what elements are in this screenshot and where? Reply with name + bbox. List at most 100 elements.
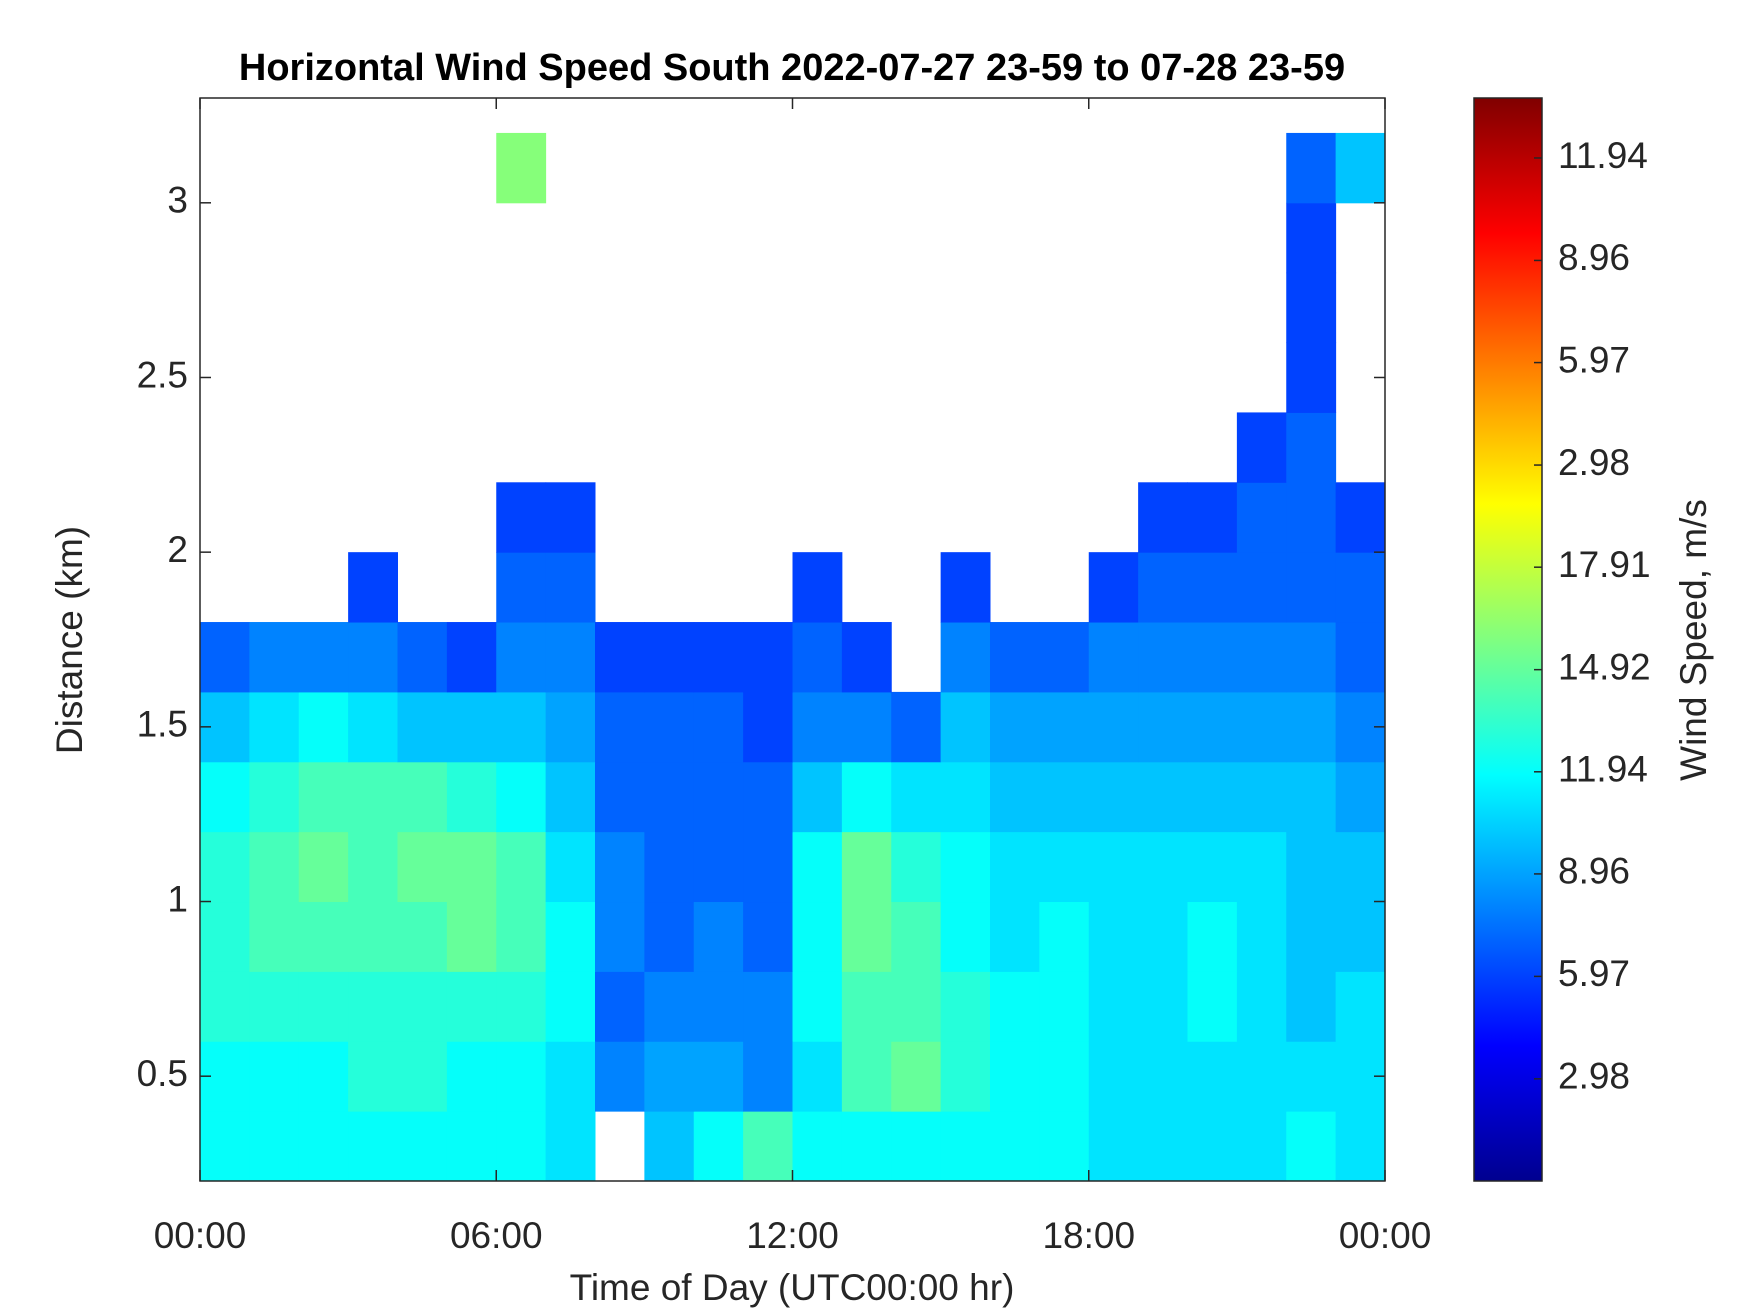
heatmap-cell — [644, 761, 695, 833]
heatmap-cell — [545, 1041, 596, 1112]
heatmap-cell — [940, 1041, 991, 1112]
heatmap-cell — [595, 691, 645, 763]
heatmap-cell — [1088, 1041, 1139, 1112]
heatmap-cell — [940, 831, 991, 903]
y-tick-label: 2.5 — [137, 354, 188, 395]
y-axis-label: Distance (km) — [49, 526, 90, 754]
heatmap-cell — [249, 1041, 300, 1112]
heatmap-cell — [1286, 971, 1337, 1042]
y-tick-label: 1.5 — [137, 704, 188, 745]
heatmap-cell — [644, 831, 695, 903]
heatmap-cell — [496, 552, 547, 623]
heatmap-cell — [249, 1111, 300, 1182]
heatmap-cell — [595, 761, 645, 833]
heatmap-cell — [841, 1041, 892, 1112]
chart-title: Horizontal Wind Speed South 2022-07-27 2… — [239, 47, 1345, 89]
heatmap-cell — [743, 622, 793, 693]
heatmap-cell — [1088, 901, 1139, 972]
heatmap-cell — [891, 1041, 942, 1112]
colorbar-tick-label: 2.98 — [1558, 1056, 1630, 1097]
heatmap-cell — [841, 831, 892, 903]
heatmap-cell — [1138, 482, 1188, 553]
heatmap-cell — [1039, 971, 1090, 1042]
heatmap-cell — [1335, 901, 1386, 972]
heatmap-cell — [249, 901, 300, 972]
heatmap-cell — [595, 1041, 645, 1112]
heatmap-cell — [397, 1041, 448, 1112]
y-tick-label: 3 — [167, 180, 188, 221]
heatmap-cell — [397, 971, 448, 1042]
heatmap-cell — [1236, 971, 1287, 1042]
heatmap-cell — [1335, 132, 1386, 204]
heatmap-cell — [693, 831, 744, 903]
heatmap-cell — [693, 971, 744, 1042]
heatmap-cell — [545, 901, 596, 972]
heatmap-cell — [249, 831, 300, 903]
heatmap-cell — [397, 1111, 448, 1182]
heatmap-cell — [1187, 691, 1238, 763]
heatmap-cell — [891, 901, 942, 972]
heatmap-cell — [1236, 622, 1287, 693]
heatmap-cell — [792, 1111, 843, 1182]
heatmap-cell — [1236, 761, 1287, 833]
heatmap-cell — [496, 691, 547, 763]
heatmap-cell — [397, 691, 448, 763]
heatmap-cell — [348, 622, 398, 693]
heatmap-cell — [595, 901, 645, 972]
heatmap-cell — [1335, 622, 1386, 693]
heatmap-cell — [792, 901, 843, 972]
heatmap-cell — [348, 552, 398, 623]
heatmap-cell — [1088, 622, 1139, 693]
heatmap-cell — [545, 482, 596, 553]
heatmap-cell — [1335, 1111, 1386, 1182]
x-axis-label: Time of Day (UTC00:00 hr) — [570, 1267, 1015, 1308]
heatmap-cell — [644, 901, 695, 972]
heatmap-cell — [1286, 831, 1337, 903]
heatmap-cell — [1088, 831, 1139, 903]
heatmap-cell — [1286, 482, 1337, 553]
heatmap-cell — [545, 831, 596, 903]
heatmap-cell — [1286, 761, 1337, 833]
heatmap-cell — [298, 622, 349, 693]
heatmap-cell — [200, 761, 250, 833]
heatmap-cell — [446, 622, 497, 693]
heatmap-cell — [1335, 552, 1386, 623]
heatmap-cell — [1039, 691, 1090, 763]
heatmap-cell — [496, 971, 547, 1042]
heatmap-cell — [1236, 552, 1287, 623]
heatmap-cell — [792, 831, 843, 903]
heatmap-cell — [1138, 971, 1188, 1042]
heatmap-cell — [693, 691, 744, 763]
heatmap-cell — [1187, 761, 1238, 833]
heatmap-cell — [348, 761, 398, 833]
colorbar-tick-label: 5.97 — [1558, 953, 1630, 994]
heatmap-cell — [990, 761, 1040, 833]
heatmap-cell — [298, 831, 349, 903]
heatmap-cell — [496, 761, 547, 833]
heatmap-cell — [249, 971, 300, 1042]
heatmap-cell — [1138, 1111, 1188, 1182]
heatmap-cell — [545, 1111, 596, 1182]
heatmap-cell — [841, 622, 892, 693]
heatmap-cell — [990, 1041, 1040, 1112]
heatmap-cell — [693, 901, 744, 972]
heatmap-cell — [397, 831, 448, 903]
heatmap-cell — [200, 901, 250, 972]
heatmap-cell — [1138, 691, 1188, 763]
heatmap-cell — [348, 831, 398, 903]
heatmap-cell — [1286, 901, 1337, 972]
heatmap-cell — [1138, 552, 1188, 623]
heatmap-cell — [249, 622, 300, 693]
heatmap-cell — [595, 831, 645, 903]
heatmap-cell — [940, 691, 991, 763]
heatmap-cell — [1236, 691, 1287, 763]
heatmap-cell — [496, 132, 547, 204]
heatmap-cell — [1138, 831, 1188, 903]
heatmap-cell — [1335, 761, 1386, 833]
y-tick-label: 1 — [167, 878, 188, 919]
heatmap-cell — [743, 1041, 793, 1112]
heatmap-cell — [1088, 761, 1139, 833]
y-tick-label: 0.5 — [137, 1053, 188, 1094]
heatmap-cell — [1039, 1111, 1090, 1182]
